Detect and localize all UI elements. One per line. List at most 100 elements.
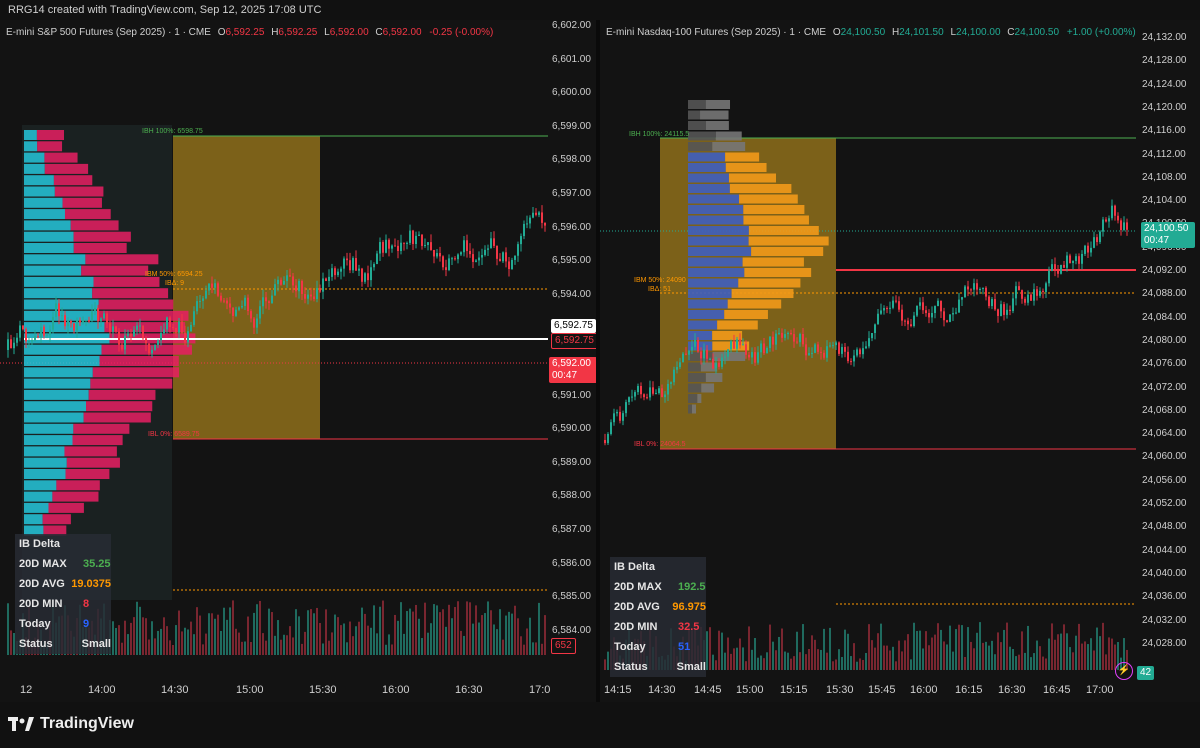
candle-body <box>367 273 369 281</box>
profile-sell-bar <box>92 288 169 299</box>
profile-buy-bar <box>24 401 87 412</box>
candle-body <box>295 285 297 292</box>
lightning-icon[interactable]: ⚡ <box>1115 662 1133 680</box>
candle-body <box>841 347 843 354</box>
candle-body <box>1090 247 1092 253</box>
volume-bar <box>127 634 129 655</box>
candle-body <box>1054 264 1056 270</box>
volume-bar <box>748 626 750 670</box>
candle-body <box>292 276 294 286</box>
profile-buy-bar <box>24 299 99 310</box>
volume-bar <box>535 642 537 655</box>
candle-body <box>232 307 234 316</box>
volume-bar <box>463 635 465 655</box>
price-tick-label: 24,036.00 <box>1142 591 1187 603</box>
nasdaq-symbol[interactable]: E-mini Nasdaq-100 Futures (Sep 2025) · 1… <box>606 27 827 38</box>
candle-body <box>856 349 858 356</box>
candle-body <box>859 349 861 355</box>
volume-bar <box>244 641 246 655</box>
volume-bar <box>892 646 894 670</box>
candle-body <box>622 413 624 421</box>
candle-body <box>973 283 975 290</box>
volume-bar <box>877 633 879 670</box>
volume-bar <box>151 621 153 655</box>
volume-bar <box>319 623 321 655</box>
time-tick-label: 14:15 <box>604 684 632 696</box>
sp500-chart-pane[interactable]: E-mini S&P 500 Futures (Sep 2025) · 1 · … <box>0 20 596 702</box>
volume-bar <box>337 617 339 655</box>
profile-sell-bar <box>86 401 153 412</box>
volume-bar <box>304 631 306 655</box>
volume-bar <box>1027 625 1029 670</box>
volume-bar <box>832 661 834 670</box>
candle-body <box>316 288 318 300</box>
profile-buy-bar <box>688 289 732 298</box>
candle-body <box>13 342 15 349</box>
profile-buy-bar <box>24 367 93 378</box>
candle-body <box>742 344 744 346</box>
candle-body <box>130 333 132 337</box>
candle-body <box>79 320 81 323</box>
candle-body <box>706 349 708 359</box>
price-tick-label: 6,598.00 <box>552 154 591 166</box>
ib-stats-row: IB Delta <box>610 557 706 577</box>
volume-bar <box>223 607 225 655</box>
ib-stats-value: 35.25 <box>83 558 111 570</box>
volume-bar <box>394 614 396 655</box>
volume-bar <box>925 631 927 670</box>
time-tick-label: 15:30 <box>309 684 337 696</box>
price-tick-label: 6,591.00 <box>552 389 591 401</box>
candle-body <box>760 343 762 353</box>
sp500-low: 6,592.00 <box>329 27 369 38</box>
volume-bar <box>316 607 318 655</box>
profile-sell-bar <box>729 184 792 193</box>
profile-buy-bar <box>24 163 45 174</box>
volume-bar <box>190 621 192 655</box>
volume-bar <box>520 636 522 655</box>
pane-divider[interactable] <box>596 20 600 702</box>
candle-body <box>472 254 474 262</box>
candle-body <box>370 267 372 281</box>
volume-bar <box>391 644 393 655</box>
candle-body <box>166 317 168 330</box>
candle-body <box>85 319 87 321</box>
volume-bar <box>604 659 606 670</box>
volume-bar <box>298 616 300 655</box>
candle-body <box>361 268 363 282</box>
volume-bar <box>301 643 303 655</box>
candle-body <box>745 344 747 355</box>
time-tick-label: 15:30 <box>826 684 854 696</box>
time-tick-label: 17:0 <box>529 684 551 696</box>
profile-sell-bar <box>712 142 746 151</box>
candle-body <box>649 387 651 398</box>
volume-bar <box>790 658 792 670</box>
nasdaq-chart-pane[interactable]: E-mini Nasdaq-100 Futures (Sep 2025) · 1… <box>600 20 1200 702</box>
volume-bar <box>199 615 201 655</box>
volume-bar <box>886 645 888 670</box>
candle-body <box>847 351 849 362</box>
profile-sell-bar <box>724 310 768 319</box>
volume-bar <box>1090 638 1092 670</box>
candle-body <box>925 310 927 314</box>
sp500-change: -0.25 (-0.00%) <box>429 27 494 38</box>
candle-body <box>154 344 156 350</box>
volume-bar <box>118 625 120 655</box>
candle-body <box>478 257 480 261</box>
candle-body <box>829 345 831 347</box>
volume-bar <box>805 654 807 670</box>
candle-body <box>358 268 360 271</box>
ib-stats-value: Small <box>81 638 111 650</box>
volume-bar <box>772 641 774 670</box>
candle-body <box>757 352 759 363</box>
candle-body <box>1033 289 1035 301</box>
volume-bar <box>544 615 546 655</box>
volume-bar <box>904 640 906 670</box>
time-tick-label: 16:30 <box>455 684 483 696</box>
volume-bar <box>874 647 876 670</box>
sp500-symbol[interactable]: E-mini S&P 500 Futures (Sep 2025) · 1 · … <box>6 27 211 38</box>
volume-bar <box>766 652 768 670</box>
profile-sell-bar <box>705 121 729 130</box>
volume-bar <box>373 605 375 655</box>
tradingview-logo[interactable]: TradingView <box>8 715 134 733</box>
candle-body <box>283 280 285 285</box>
